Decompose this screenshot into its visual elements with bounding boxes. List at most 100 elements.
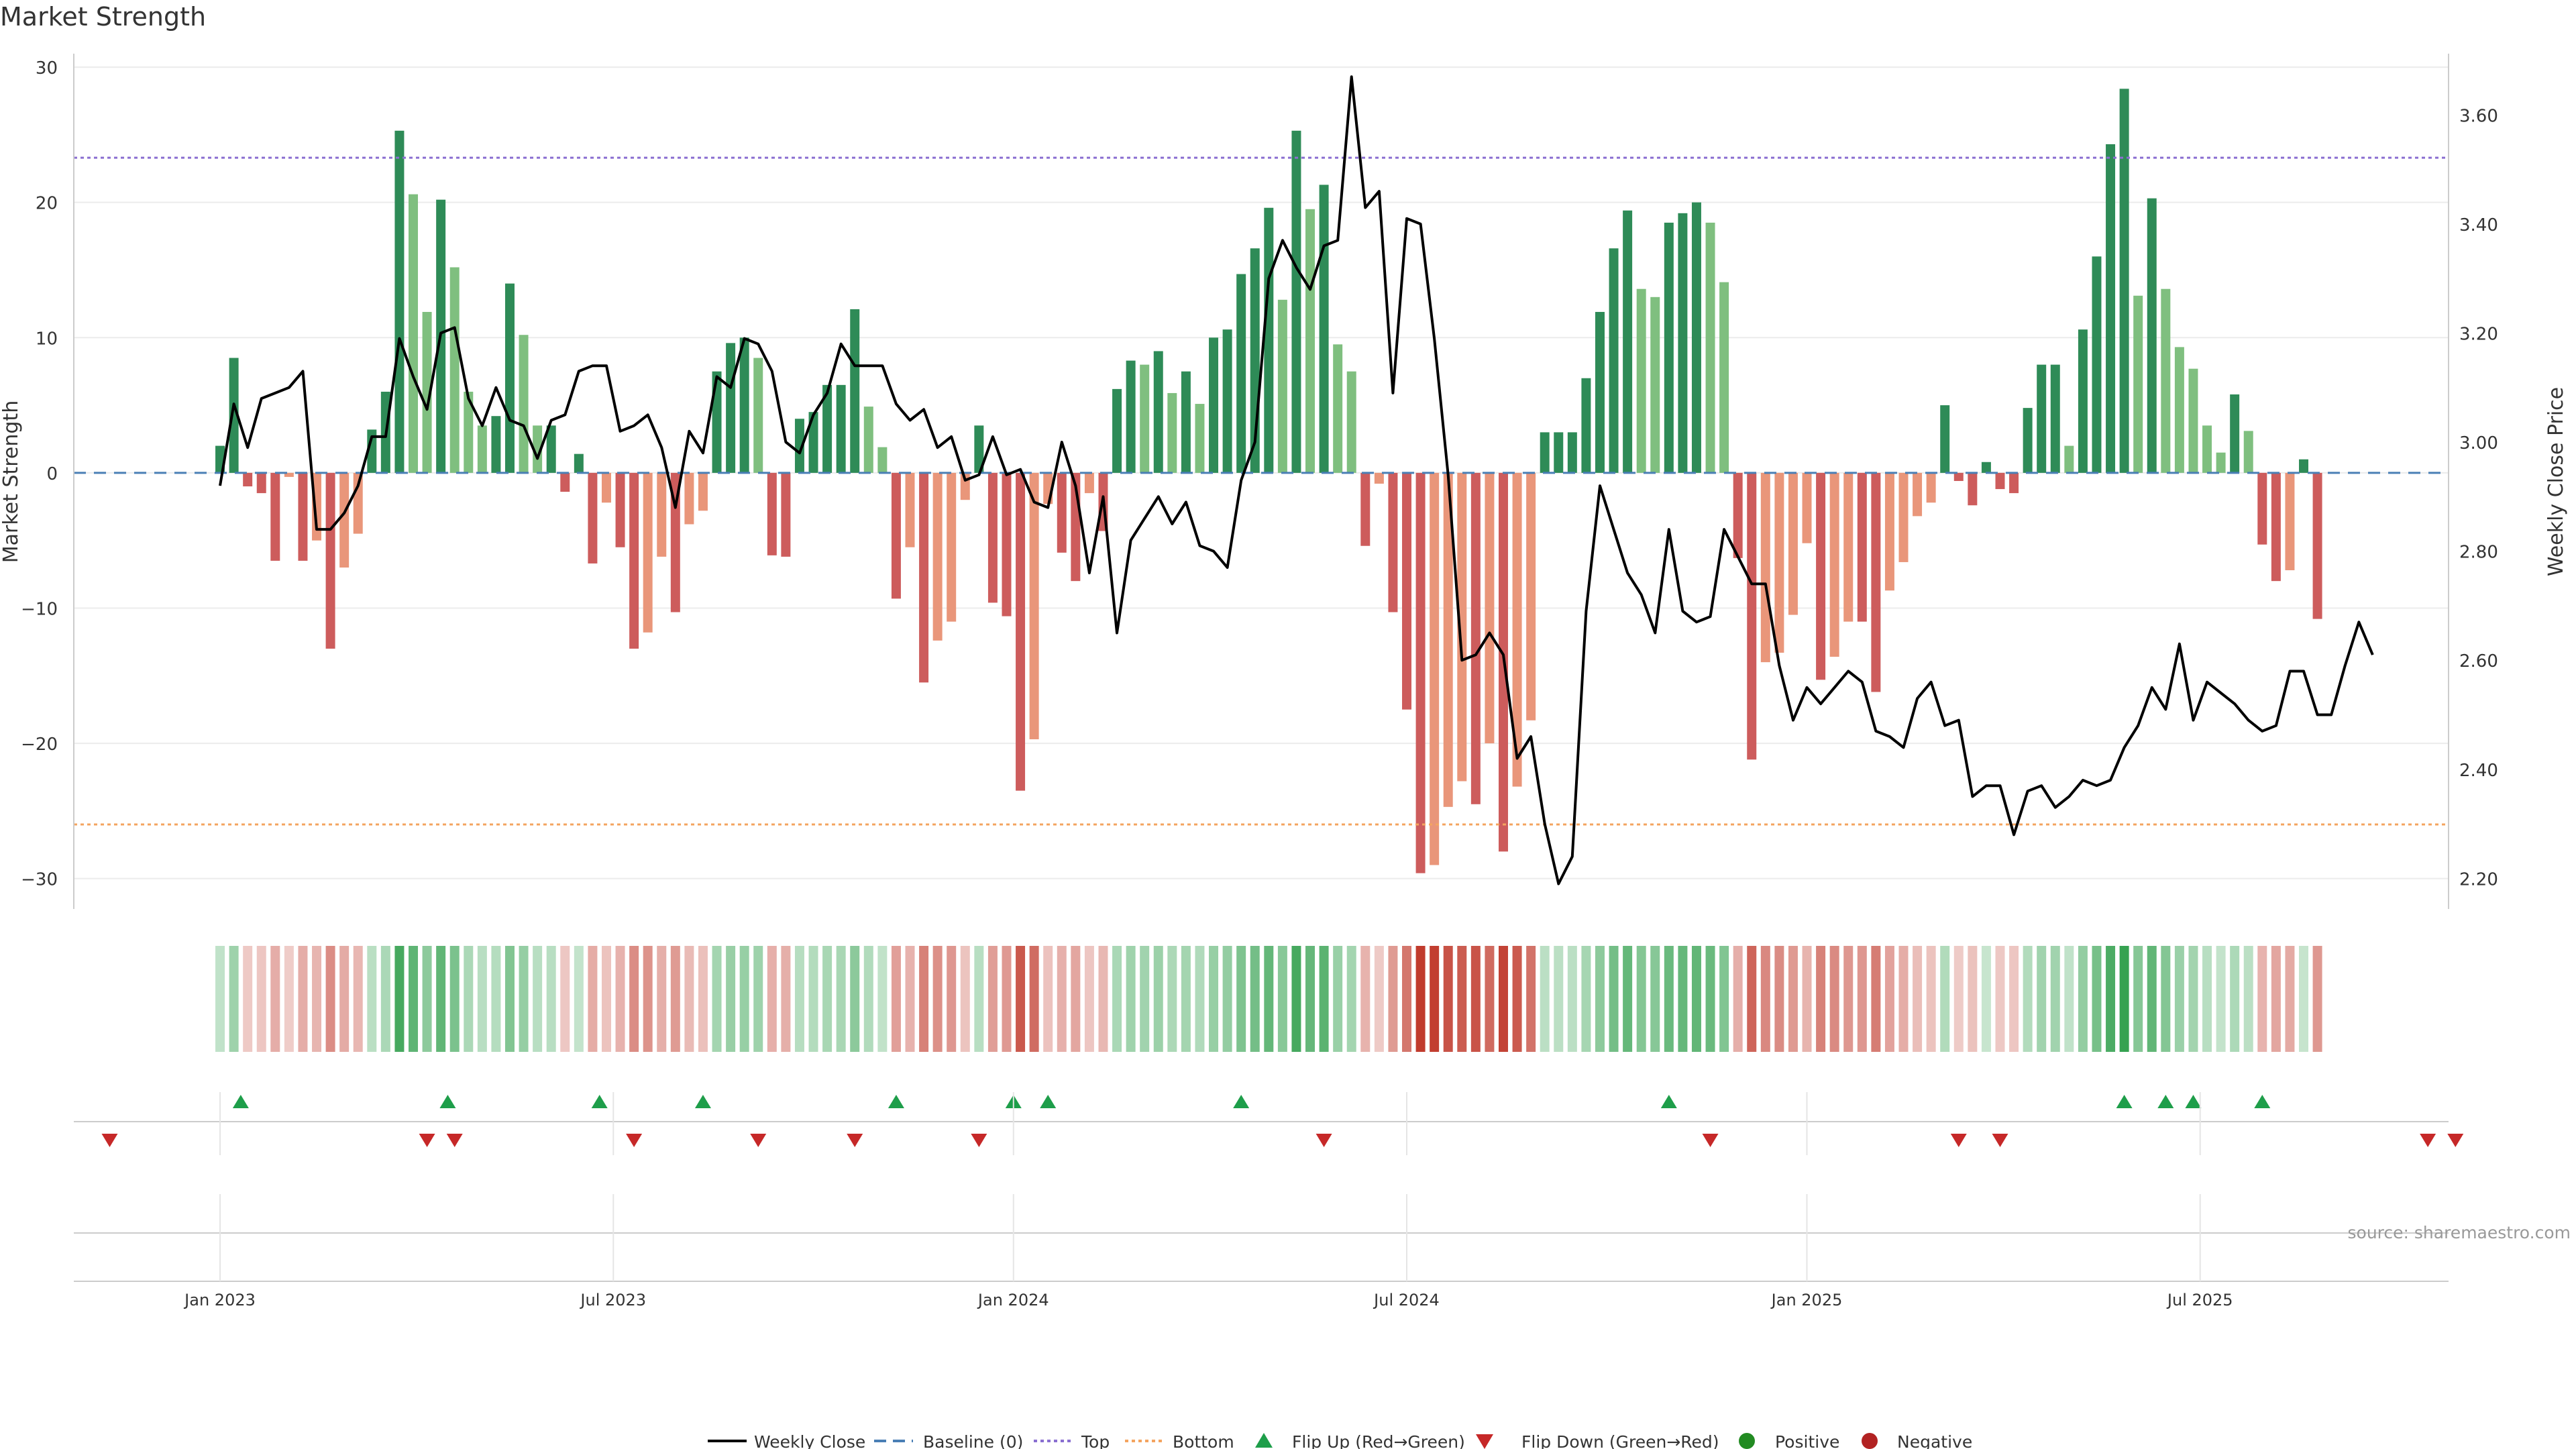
- heat-cell: [2050, 946, 2060, 1052]
- strength-bar: [1291, 130, 1301, 473]
- heat-cell: [2312, 946, 2322, 1052]
- heat-cell: [863, 946, 873, 1052]
- heat-cell: [1843, 946, 1854, 1052]
- heat-cell: [2271, 946, 2281, 1052]
- heat-cell: [394, 946, 405, 1052]
- heat-cell: [270, 946, 280, 1052]
- y-tick-label-right: 2.40: [2459, 761, 2498, 781]
- y-tick-label-left: 30: [36, 58, 58, 78]
- strength-bar: [753, 358, 763, 473]
- strength-bar: [1636, 288, 1646, 473]
- heat-cell: [1512, 946, 1522, 1052]
- heat-cell: [1554, 946, 1564, 1052]
- strength-bar: [2106, 144, 2116, 473]
- strength-bar: [229, 358, 239, 473]
- heat-cell: [1153, 946, 1163, 1052]
- heat-cell: [284, 946, 294, 1052]
- flip-up-marker: [888, 1095, 904, 1108]
- strength-bar: [794, 419, 804, 473]
- strength-bar: [877, 447, 888, 473]
- heat-cell: [2064, 946, 2074, 1052]
- y-tick-label-left: 0: [46, 464, 58, 484]
- strength-bar: [1167, 392, 1177, 473]
- strength-bar: [1195, 404, 1205, 473]
- strength-bar: [684, 472, 694, 525]
- heat-cell: [1002, 946, 1012, 1052]
- heat-cell: [1747, 946, 1757, 1052]
- heat-cell: [574, 946, 584, 1052]
- strength-bar: [1567, 432, 1577, 473]
- strength-bar: [1402, 472, 1412, 710]
- strength-bar: [1981, 462, 1991, 473]
- heat-cell: [1788, 946, 1798, 1052]
- heat-cell: [1470, 946, 1481, 1052]
- strength-bar: [1153, 351, 1163, 473]
- heat-cell: [877, 946, 888, 1052]
- strength-bar: [560, 472, 570, 492]
- heat-cell: [243, 946, 253, 1052]
- strength-bar: [836, 384, 846, 473]
- heat-cell: [229, 946, 239, 1052]
- heat-cell: [1857, 946, 1867, 1052]
- strength-bar: [905, 472, 915, 547]
- legend-baseline-label: Baseline (0): [923, 1432, 1023, 1449]
- strength-bar: [2147, 198, 2157, 473]
- strength-bar: [477, 425, 487, 473]
- strength-bar: [2009, 472, 2019, 494]
- strength-bar: [2312, 472, 2322, 619]
- strength-bar: [863, 407, 873, 473]
- heat-cell: [1898, 946, 1909, 1052]
- strength-bar: [1664, 222, 1674, 473]
- strength-bar: [2133, 295, 2143, 473]
- strength-bar: [2119, 89, 2129, 473]
- heat-cell: [1029, 946, 1039, 1052]
- strength-bar: [2299, 459, 2309, 473]
- heat-cell: [1581, 946, 1591, 1052]
- strength-bar: [298, 472, 308, 561]
- heat-cell: [367, 946, 377, 1052]
- strength-bars: [215, 89, 2322, 873]
- strength-bar: [1609, 248, 1619, 473]
- strength-bar: [1857, 472, 1867, 622]
- flip-up-marker: [1040, 1095, 1057, 1108]
- strength-bar: [1470, 472, 1481, 804]
- heat-cell: [2202, 946, 2212, 1052]
- strength-bar: [422, 311, 432, 473]
- heat-cell: [546, 946, 556, 1052]
- strength-bar: [1016, 472, 1026, 791]
- x-tick-label: Jan 2024: [977, 1291, 1049, 1309]
- strength-bar: [519, 335, 529, 473]
- heat-cell: [712, 946, 722, 1052]
- chart-title: Market Strength: [0, 2, 206, 32]
- heat-cell: [1526, 946, 1536, 1052]
- strength-bar: [1485, 472, 1495, 744]
- strength-bar: [1953, 472, 1964, 481]
- strength-bar: [339, 472, 350, 568]
- strength-bar: [1057, 472, 1067, 553]
- heat-cell: [919, 946, 929, 1052]
- strength-bar: [615, 472, 625, 547]
- flip-up-marker: [232, 1095, 249, 1108]
- x-axis: Jan 2023 Jul 2023 Jan 2024 Jul 2024 Jan 2025…: [74, 1092, 2449, 1309]
- y-axis-label-right: Weekly Close Price: [2544, 387, 2568, 576]
- heat-cell: [2078, 946, 2088, 1052]
- heat-cell: [2230, 946, 2240, 1052]
- flip-markers: [74, 1095, 2464, 1234]
- heat-cell: [808, 946, 818, 1052]
- strength-bar: [947, 472, 957, 622]
- strength-bar: [505, 283, 515, 473]
- heat-cell: [1871, 946, 1881, 1052]
- strength-bar: [1829, 472, 1839, 657]
- heat-cell: [932, 946, 943, 1052]
- strength-bar: [1678, 213, 1688, 473]
- heat-cell: [519, 946, 529, 1052]
- y-tick-label-right: 3.40: [2459, 215, 2498, 235]
- heat-cell: [1636, 946, 1646, 1052]
- flip-down-marker: [750, 1134, 767, 1147]
- flip-up-marker: [2116, 1095, 2133, 1108]
- legend-item-flip-down: Flip Down (Green→Red): [1476, 1432, 1719, 1449]
- heat-cell: [1995, 946, 2005, 1052]
- flip-down-marker: [419, 1134, 435, 1147]
- strength-bar: [1002, 472, 1012, 616]
- strength-bar: [1554, 432, 1564, 473]
